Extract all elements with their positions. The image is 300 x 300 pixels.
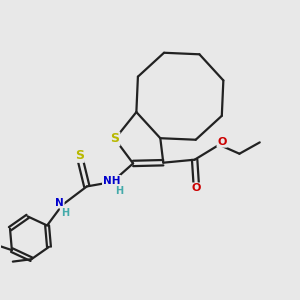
Text: O: O	[218, 137, 227, 147]
Text: O: O	[191, 183, 201, 194]
Text: S: S	[75, 149, 84, 162]
Text: H: H	[115, 186, 123, 196]
Text: NH: NH	[103, 176, 120, 186]
Text: N: N	[55, 198, 64, 208]
Text: S: S	[110, 133, 119, 146]
Text: H: H	[61, 208, 69, 218]
